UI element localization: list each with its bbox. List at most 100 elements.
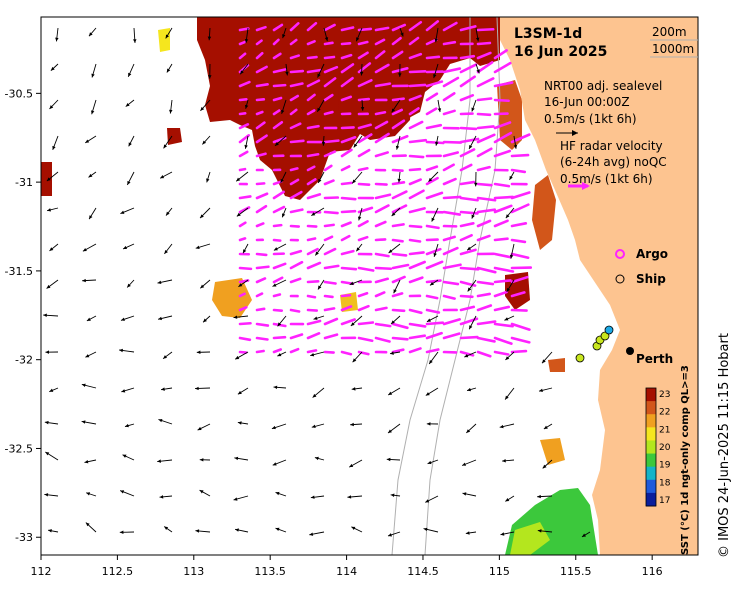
- radar-vector: [374, 38, 386, 46]
- radar-vector: [306, 178, 317, 186]
- radar-vector: [493, 195, 514, 200]
- radar-vector: [374, 220, 387, 228]
- colorbar-tick-label: 23: [659, 390, 670, 400]
- radar-vector: [374, 63, 390, 74]
- radar-vector: [357, 166, 369, 172]
- radar-vector: [408, 322, 427, 328]
- radar-vector: [238, 306, 248, 312]
- radar-vector: [459, 137, 480, 144]
- velocity-arrow: [157, 459, 173, 463]
- radar-vector: [323, 264, 340, 270]
- velocity-arrow: [509, 243, 515, 259]
- radar-vector: [323, 65, 339, 74]
- radar-vector: [289, 178, 300, 186]
- radar-vector: [459, 221, 475, 228]
- velocity-arrow: [386, 457, 401, 462]
- velocity-arrow: [357, 207, 363, 221]
- radar-vector: [357, 97, 371, 102]
- y-tick-label: -31: [15, 176, 33, 189]
- velocity-arrow: [126, 171, 135, 186]
- radar-vector: [374, 151, 389, 158]
- y-tick-label: -32: [15, 354, 33, 367]
- velocity-arrow: [505, 207, 515, 219]
- velocity-arrow: [197, 423, 211, 431]
- radar-vector: [323, 23, 336, 32]
- radar-vector: [442, 294, 456, 300]
- radar-vector: [510, 291, 526, 298]
- radar-vector: [493, 98, 510, 103]
- velocity-arrow: [272, 279, 287, 287]
- velocity-arrow: [163, 135, 173, 149]
- velocity-arrow: [317, 279, 325, 290]
- radar-vector: [340, 209, 357, 214]
- velocity-arrow: [273, 385, 287, 390]
- radar-vector: [442, 67, 462, 74]
- velocity-arrow: [165, 27, 173, 39]
- velocity-arrow: [541, 351, 553, 364]
- velocity-arrow: [309, 531, 325, 536]
- radar-vector: [459, 163, 473, 172]
- radar-vector: [340, 305, 353, 312]
- radar-vector: [357, 148, 371, 158]
- velocity-arrow: [43, 313, 59, 317]
- radar-vector: [391, 252, 408, 257]
- velocity-arrow: [466, 387, 477, 392]
- radar-vector: [476, 219, 492, 228]
- velocity-arrow: [244, 99, 249, 109]
- radar-vector: [357, 350, 370, 356]
- radar-vector: [238, 221, 247, 228]
- radar-vector: [289, 139, 305, 144]
- radar-vector: [272, 180, 283, 186]
- radar-vector: [425, 165, 439, 172]
- x-tick-label: 116: [642, 565, 663, 578]
- radar-vector: [323, 139, 340, 144]
- radar-vector: [425, 321, 445, 326]
- velocity-arrow: [159, 171, 173, 179]
- radar-vector: [238, 150, 249, 158]
- velocity-arrow: [195, 243, 211, 249]
- radar-vector: [476, 234, 491, 242]
- velocity-arrow: [464, 351, 477, 358]
- velocity-arrow: [316, 99, 325, 112]
- radar-vector: [306, 319, 322, 326]
- sst-warm-coastal: [532, 175, 556, 250]
- sst-orange-patch-south: [548, 358, 565, 372]
- radar-vector: [357, 220, 369, 228]
- radar-vector: [323, 110, 334, 116]
- radar-vector: [306, 152, 320, 158]
- radar-vector: [425, 348, 440, 354]
- velocity-arrow: [280, 171, 287, 184]
- velocity-arrow: [505, 495, 515, 502]
- velocity-arrow: [433, 63, 439, 79]
- velocity-arrow: [387, 531, 401, 537]
- radar-legend-title: HF radar velocity: [560, 139, 663, 153]
- velocity-arrow: [428, 171, 439, 183]
- radar-vector: [374, 82, 392, 88]
- velocity-arrow: [49, 387, 59, 393]
- radar-vector: [459, 233, 473, 242]
- radar-vector: [442, 76, 460, 88]
- radar-vector: [476, 320, 497, 326]
- velocity-arrow: [505, 351, 515, 361]
- sst-patches: [41, 17, 598, 555]
- radar-vector: [323, 150, 337, 158]
- velocity-arrow: [542, 459, 553, 469]
- radar-vector: [357, 235, 369, 242]
- radar-vector: [272, 308, 284, 312]
- radar-vector: [442, 210, 462, 216]
- radar-vector: [374, 291, 386, 298]
- radar-vector: [306, 294, 317, 299]
- velocity-arrow: [200, 99, 211, 112]
- radar-vector: [306, 165, 316, 172]
- radar-vector: [238, 123, 250, 130]
- velocity-arrow: [426, 315, 439, 323]
- velocity-arrow: [125, 99, 135, 107]
- radar-vector: [391, 108, 403, 116]
- radar-vector: [476, 280, 495, 286]
- radar-vector: [272, 348, 283, 354]
- radar-vector: [255, 182, 266, 186]
- radar-vector: [391, 348, 405, 354]
- velocity-arrow: [122, 243, 135, 250]
- radar-vector: [391, 23, 407, 32]
- radar-vector: [340, 318, 356, 326]
